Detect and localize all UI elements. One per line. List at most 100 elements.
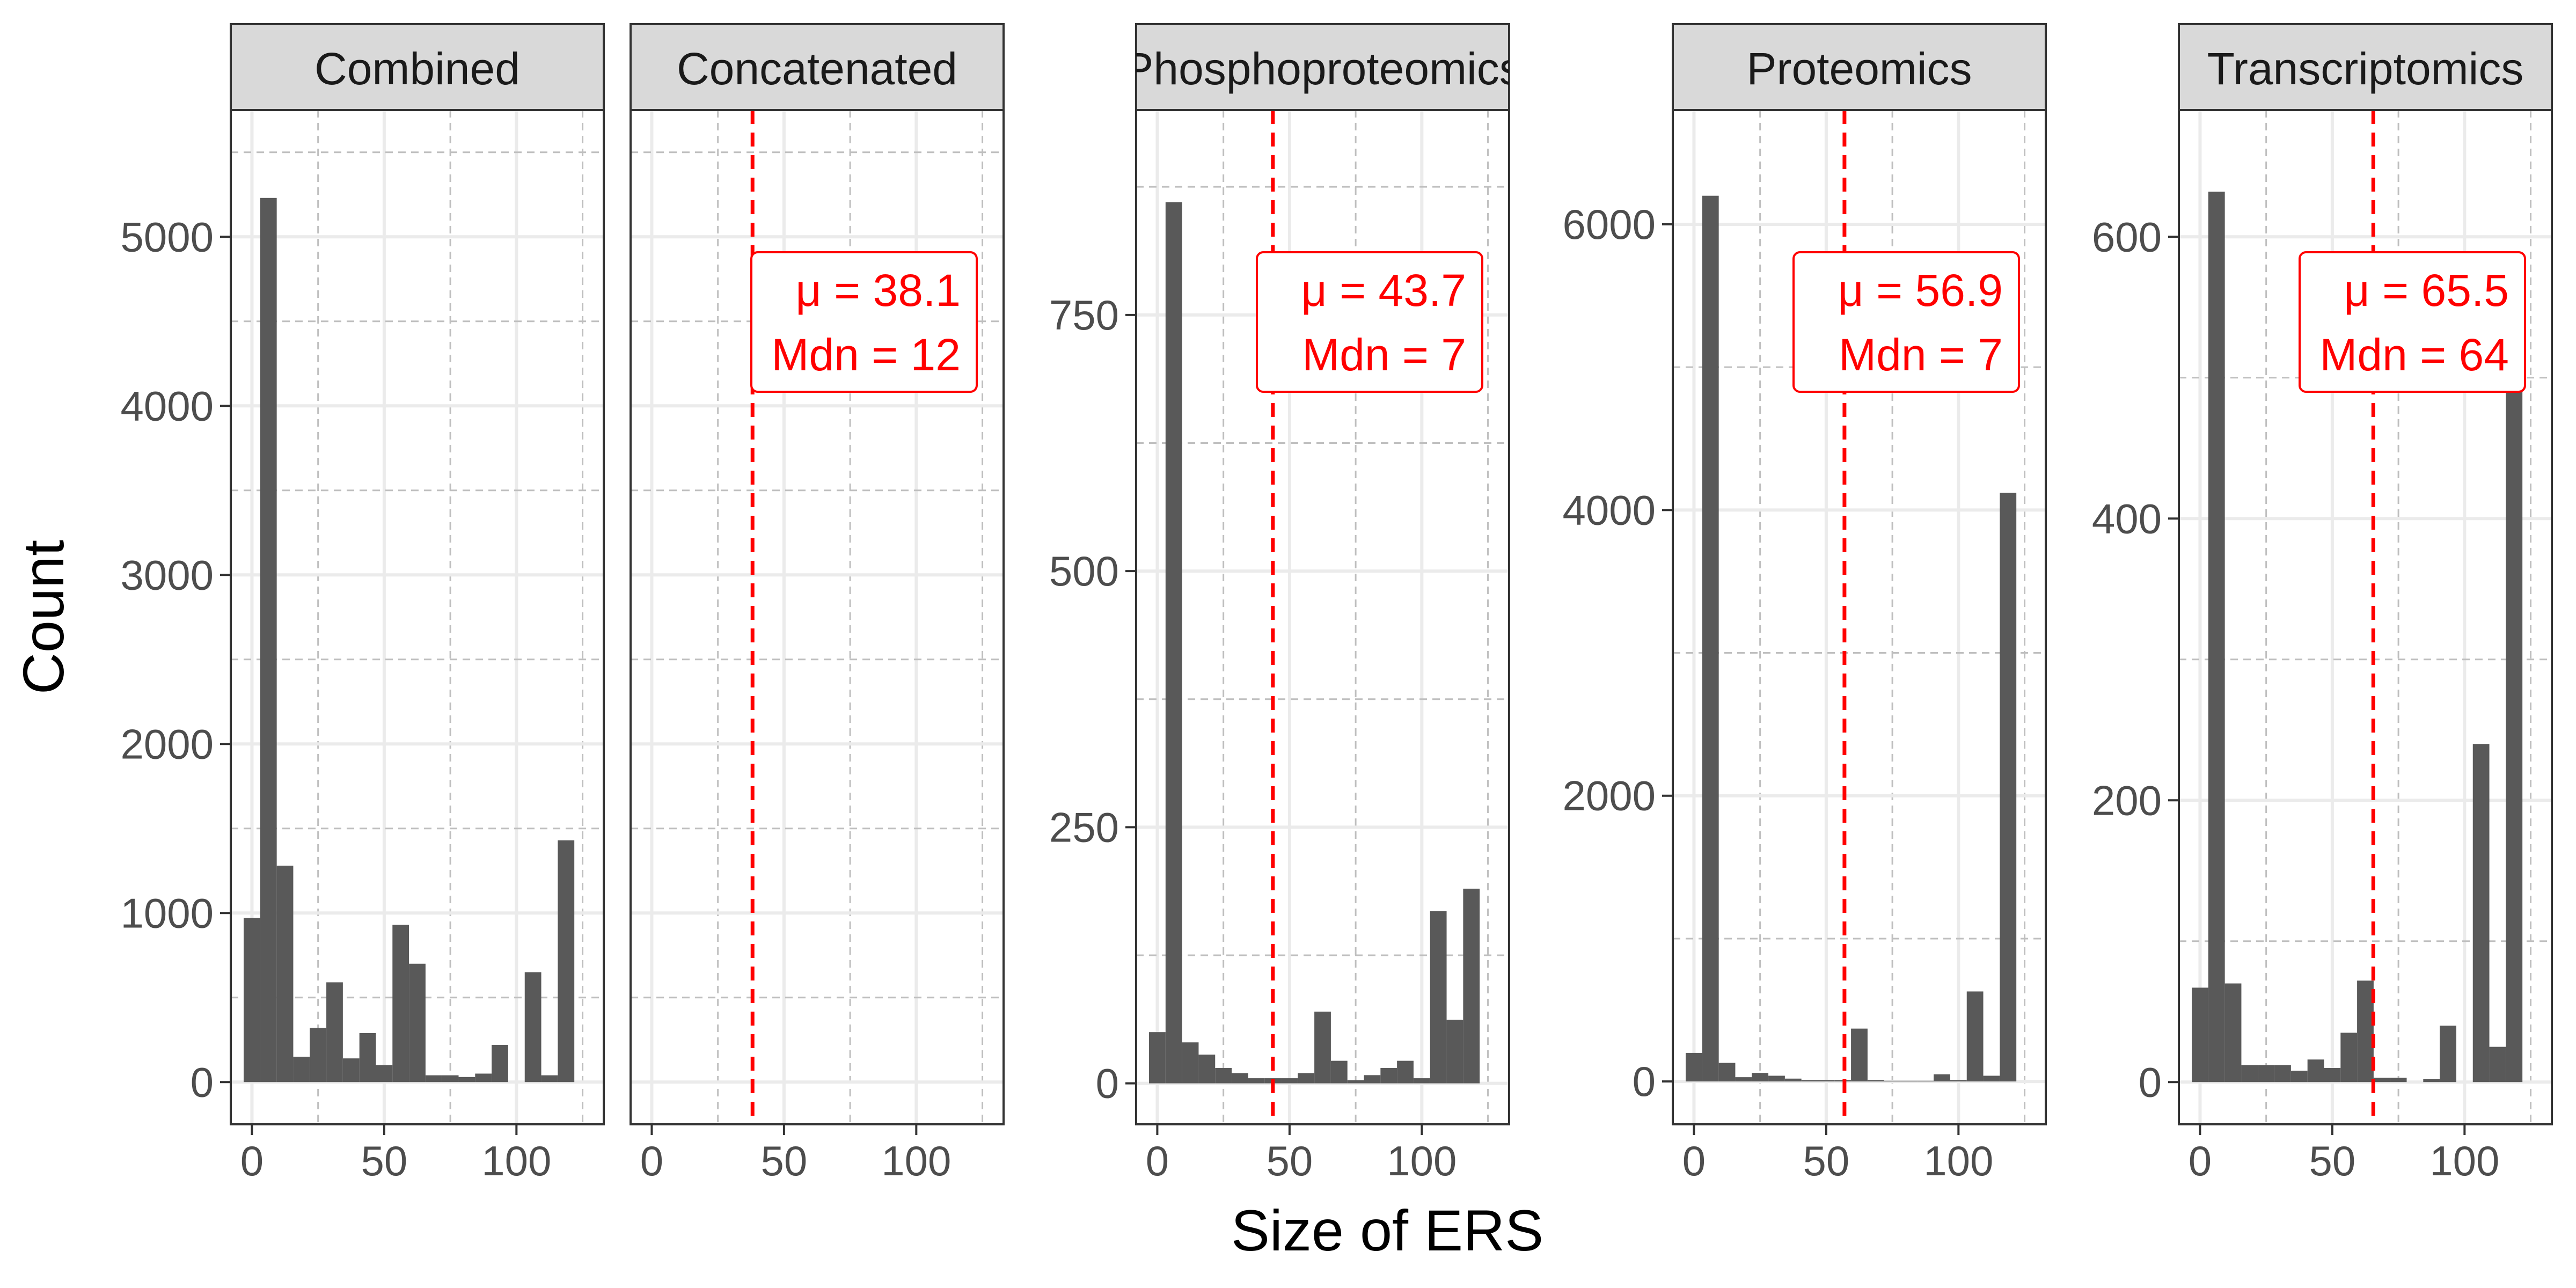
histogram-bar [276,866,294,1082]
histogram-bar [1718,1063,1736,1082]
y-tick-label: 0 [2139,1058,2162,1106]
panel-grid [631,110,1004,1124]
histogram-bar [2489,1046,2506,1082]
histogram-bar [2000,493,2017,1082]
histogram-bar [1686,1052,1702,1082]
y-tick-label: 400 [2092,495,2162,542]
histogram-bar [1966,991,1984,1082]
histogram-bars [2192,192,2523,1082]
histogram-bar [1463,888,1480,1084]
x-tick-label: 0 [2189,1137,2212,1184]
mean-annotation: μ = 56.9 [1838,265,2003,316]
y-tick-label: 6000 [1562,201,1656,248]
histogram-bar [1851,1028,1868,1082]
y-tick-label: 250 [1049,803,1119,851]
histogram-bar [458,1077,475,1082]
histogram-bar [524,972,541,1082]
histogram-bar [409,963,426,1082]
y-axis-title: Count [11,540,76,694]
facet-4: μ = 56.9 Mdn = 7 Proteomics 0 2000 4000 6000 0 5… [1562,23,2047,1184]
x-tick-label: 50 [2309,1137,2356,1184]
mean-annotation: μ = 38.1 [795,265,961,316]
histogram-bar [1198,1055,1216,1084]
histogram-bar [359,1033,376,1082]
histogram-bar [541,1075,558,1082]
histogram-bar [1446,1020,1463,1084]
histogram-bar [442,1075,459,1082]
histogram-bar [2258,1065,2275,1082]
histogram-bar [293,1057,310,1082]
histogram-bar [2373,1078,2390,1082]
y-tick-label: 0 [1096,1060,1119,1107]
histogram-bar [425,1075,442,1082]
x-tick-label: 0 [1146,1137,1169,1184]
histogram-bar [326,982,343,1082]
histogram-bar [1314,1012,1331,1084]
y-tick-label: 4000 [1562,486,1656,533]
median-annotation: Mdn = 7 [1302,330,1466,380]
histogram-bar [2192,987,2208,1082]
histogram-bars [1686,195,2017,1082]
histogram-bar [558,840,575,1082]
x-tick-label: 0 [240,1137,264,1184]
y-tick-label: 1000 [120,889,214,936]
facet-5: μ = 65.5 Mdn = 64 Transcriptomics 0 200 400 60… [2092,23,2553,1184]
y-tick-label: 2000 [1562,772,1656,819]
histogram-bar [1298,1073,1315,1084]
histogram-bar [1149,1032,1166,1084]
facet-strip-label: Proteomics [1746,43,1972,94]
histogram-bar [2307,1059,2324,1082]
histogram-bar [1281,1078,1298,1084]
x-axis-title: Size of ERS [1231,1198,1543,1263]
histogram-bar [392,925,409,1082]
histogram-bar [2423,1079,2440,1082]
histogram-bar [1867,1080,1884,1082]
y-tick-label: 0 [191,1058,214,1106]
histogram-bar [2290,1071,2308,1082]
facet-strip-label: Phosphoproteomics [1123,43,1521,94]
facet-strip [1135,23,1510,111]
histogram-bar [2390,1078,2407,1082]
histogram-bar [376,1065,393,1082]
median-annotation: Mdn = 12 [771,330,961,380]
x-tick-label: 0 [1682,1137,1706,1184]
x-tick-label: 50 [761,1137,808,1184]
y-tick-label: 500 [1049,547,1119,595]
x-tick-label: 100 [2429,1137,2499,1184]
stats-annotation-box [2299,251,2526,393]
mean-annotation: μ = 43.7 [1301,265,1466,316]
y-tick-label: 0 [1633,1058,1656,1105]
x-tick-label: 50 [361,1137,408,1184]
x-tick-label: 100 [481,1137,551,1184]
median-annotation: Mdn = 64 [2319,330,2509,380]
histogram-bar [2340,1033,2358,1082]
histogram-bar [310,1028,327,1082]
stats-annotation-box [750,251,978,393]
histogram-bar [1768,1075,1785,1082]
histogram-bar [1232,1073,1248,1084]
histogram-bar [2357,980,2374,1082]
facet-strip-label: Concatenated [677,43,957,94]
y-tick-label: 3000 [120,551,214,598]
histogram-bar [1380,1068,1397,1084]
histogram-bar [1165,202,1182,1084]
histogram-bar [2224,983,2242,1082]
y-tick-label: 5000 [120,213,214,260]
histogram-bar [1801,1080,1818,1082]
y-tick-label: 200 [2092,777,2162,824]
median-annotation: Mdn = 7 [1839,330,2003,380]
histogram-bar [1347,1080,1364,1084]
facet-strip [2178,23,2553,111]
x-tick-label: 0 [640,1137,663,1184]
mean-annotation: μ = 65.5 [2344,265,2509,316]
histogram-bar [2324,1068,2341,1082]
histogram-bars [1149,202,1480,1084]
x-tick-label: 100 [1387,1137,1457,1184]
histogram-bar [1413,1078,1430,1084]
stats-annotation-box [1792,251,2020,393]
histogram-bar [1397,1060,1414,1084]
histogram-bar [1702,195,1719,1082]
